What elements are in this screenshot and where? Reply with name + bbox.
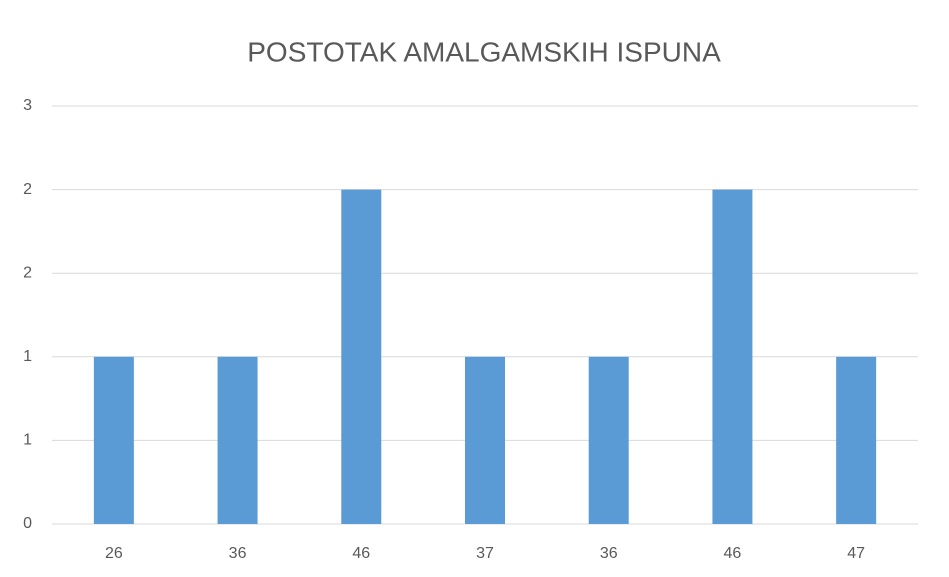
bar [217,356,258,524]
y-tick-label: 1 [23,432,32,449]
y-tick-label: 3 [23,97,32,114]
bar [588,356,629,524]
chart-title: POSTOTAK AMALGAMSKIH ISPUNA [247,36,721,67]
x-tick-label: 46 [352,545,370,562]
y-tick-label: 0 [23,515,32,532]
x-tick-label: 47 [847,545,865,562]
bar [341,189,382,524]
x-tick-label: 26 [105,545,123,562]
x-tick-label: 36 [229,545,247,562]
bar [836,356,877,524]
y-tick-label: 2 [23,264,32,281]
bar [93,356,134,524]
x-tick-label: 46 [724,545,742,562]
x-tick-label: 37 [476,545,494,562]
bar [465,356,505,524]
y-tick-label: 1 [23,348,32,365]
x-tick-label: 36 [600,545,618,562]
y-tick-label: 2 [23,181,32,198]
bar [712,189,753,524]
